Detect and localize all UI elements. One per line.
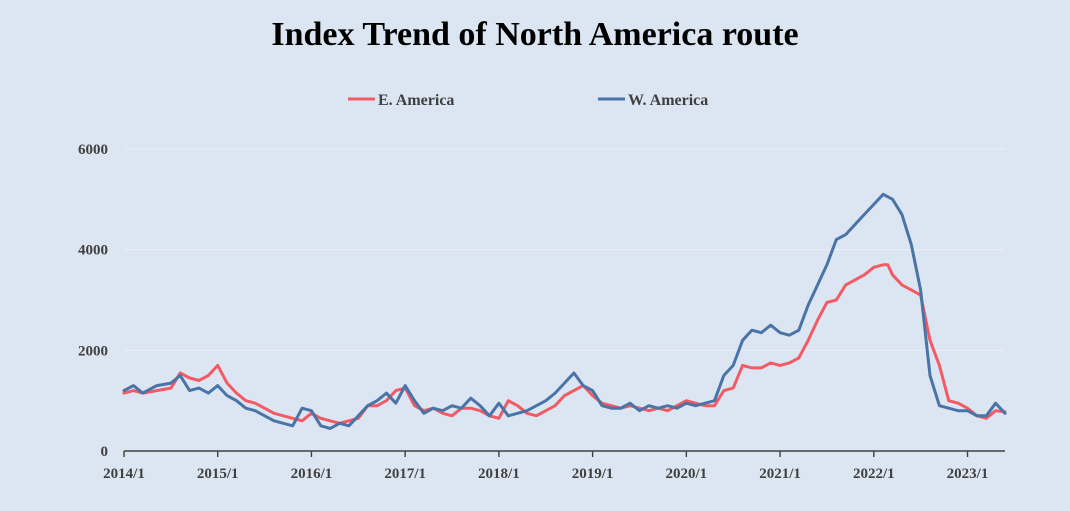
- y-tick-label: 0: [101, 444, 109, 460]
- x-tick-label: 2018/1: [478, 466, 520, 482]
- y-axis-ticks: 0 2000 4000 6000: [78, 142, 108, 460]
- y-tick-label: 2000: [78, 343, 108, 359]
- x-tick-label: 2021/1: [759, 466, 801, 482]
- series-line-w-america: [122, 192, 1007, 430]
- y-tick-label: 6000: [78, 142, 108, 158]
- series-group: [122, 192, 1007, 430]
- x-tick-label: 2019/1: [572, 466, 614, 482]
- gridlines: [124, 148, 1005, 351]
- chart-title: Index Trend of North America route: [271, 16, 798, 53]
- legend: E. America W. America: [348, 92, 708, 109]
- legend-label: W. America: [628, 92, 708, 109]
- x-tick-label: 2017/1: [384, 466, 426, 482]
- x-tick-label: 2020/1: [666, 466, 708, 482]
- y-tick-label: 4000: [78, 243, 108, 259]
- series-line-e-america: [122, 263, 1007, 425]
- legend-label: E. America: [378, 92, 454, 109]
- x-tick-label: 2022/1: [853, 466, 895, 482]
- x-tick-label: 2015/1: [197, 466, 239, 482]
- x-axis-ticks: 2014/1 2015/1 2016/1 2017/1 2018/1 2019/1 2020…: [103, 451, 988, 482]
- x-tick-label: 2023/1: [947, 466, 989, 482]
- x-tick-label: 2016/1: [291, 466, 333, 482]
- x-tick-label: 2014/1: [103, 466, 145, 482]
